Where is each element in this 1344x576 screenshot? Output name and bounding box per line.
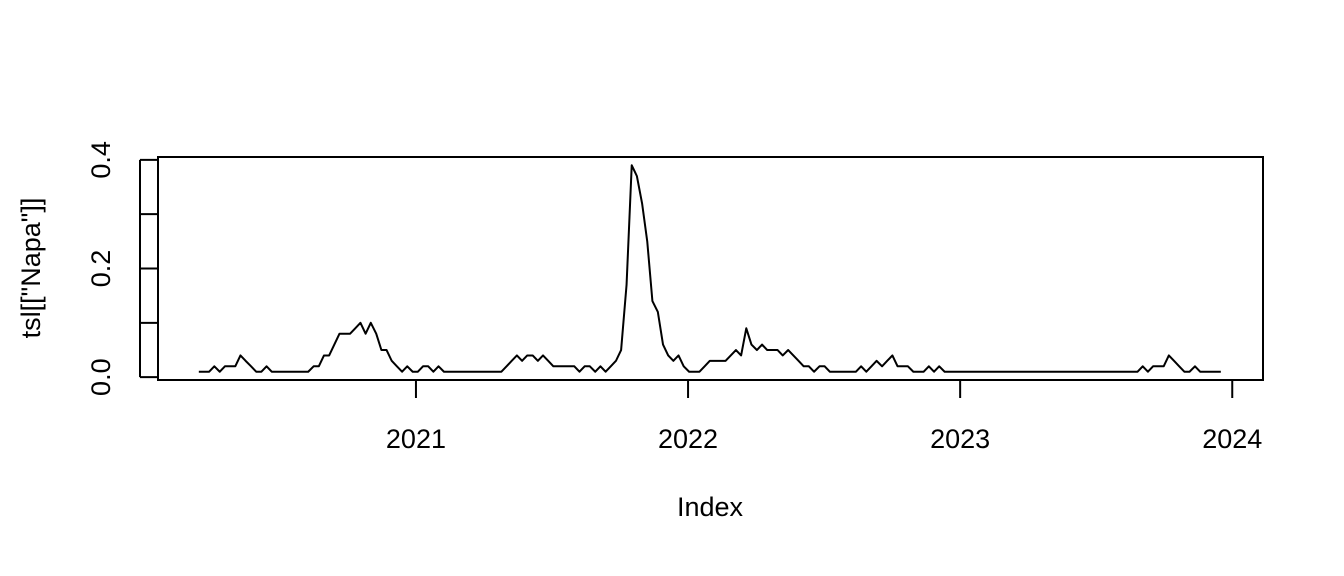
y-tick-label: 0.0 [86,358,116,396]
plot-box [157,156,1264,381]
data-line [198,164,1221,373]
y-tick-label: 0.2 [86,250,116,288]
x-tick-label: 2023 [930,424,990,454]
x-tick-label: 2022 [658,424,718,454]
y-tick-label: 0.4 [86,141,116,179]
x-axis-label: Index [677,492,744,522]
x-tick-label: 2021 [386,424,446,454]
x-tick-label: 2024 [1202,424,1262,454]
y-axis-label: tsl[["Napa"]] [16,198,46,339]
